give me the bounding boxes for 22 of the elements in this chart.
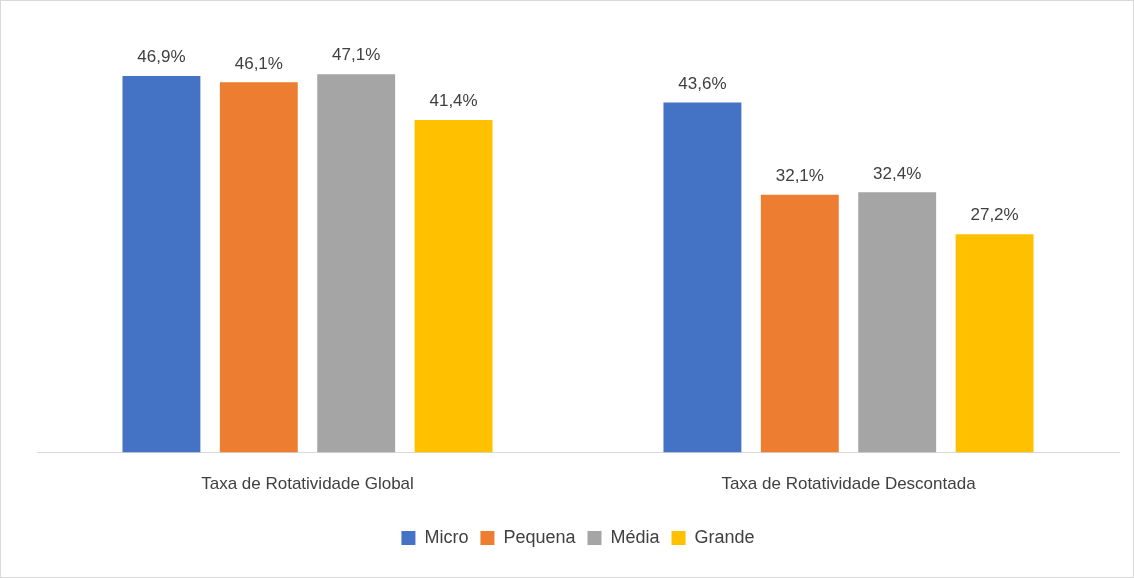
data-label: 47,1% [332,45,381,65]
x-tick-label: Taxa de Rotatividade Descontada [721,474,977,494]
legend-label: Micro [424,526,469,547]
data-label: 32,4% [873,163,922,183]
bar [663,102,742,453]
data-label: 46,1% [234,53,283,73]
bar [760,194,839,453]
bar [414,120,493,453]
bar [219,82,298,453]
bar [122,75,201,453]
x-tick-label: Taxa de Rotatividade Global [201,474,414,494]
data-label: 27,2% [970,205,1019,225]
data-label: 46,9% [137,47,186,67]
bar [317,74,396,453]
data-label: 41,4% [429,91,478,111]
bar [858,192,937,453]
legend-label: Grande [694,526,755,547]
legend-label: Média [610,526,661,547]
data-label: 43,6% [678,73,727,93]
data-label: 32,1% [775,165,824,185]
bar [955,234,1034,453]
legend-label: Pequena [503,526,577,547]
